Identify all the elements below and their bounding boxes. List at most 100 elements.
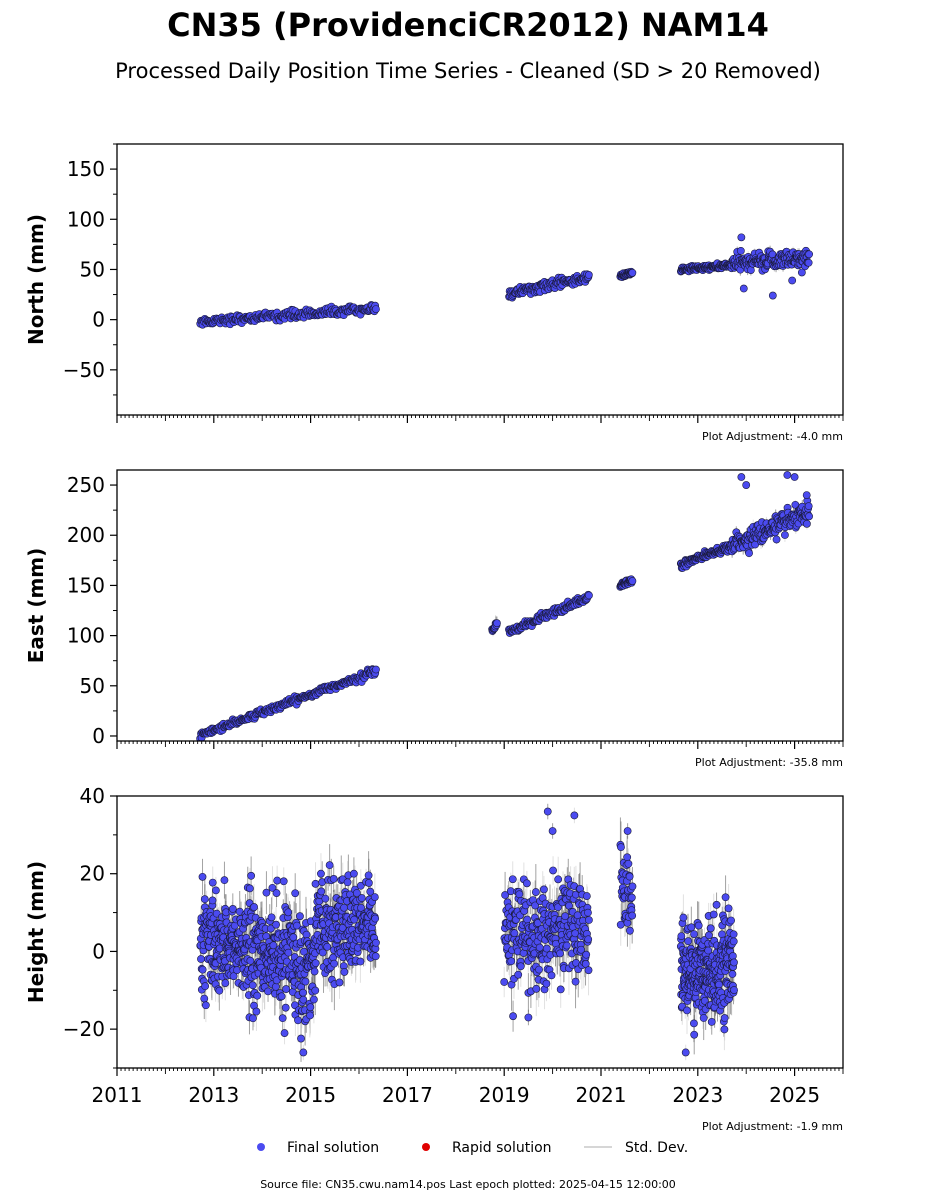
- y-axis: −50 0 50 100 150: [63, 144, 117, 395]
- data-point: [281, 1029, 288, 1036]
- data-point: [740, 285, 747, 292]
- data-point: [279, 1015, 286, 1022]
- data-point: [274, 877, 281, 884]
- data-point: [199, 966, 206, 973]
- data-point: [272, 921, 279, 928]
- data-point: [806, 251, 813, 258]
- plot-adjustment: Plot Adjustment: -35.8 mm: [695, 756, 843, 769]
- chart-title: CN35 (ProvidenciCR2012) NAM14: [167, 6, 769, 44]
- data-point: [738, 234, 745, 241]
- data-point: [268, 914, 275, 921]
- y-axis-label: East (mm): [24, 548, 48, 664]
- data-point: [202, 1002, 209, 1009]
- data-point: [253, 1008, 260, 1015]
- data-point: [216, 987, 223, 994]
- data-point: [789, 277, 796, 284]
- data-point: [294, 1017, 301, 1024]
- data-point: [769, 292, 776, 299]
- data-points: [197, 808, 738, 1056]
- data-point: [805, 503, 812, 510]
- data-point: [221, 877, 228, 884]
- data-point: [285, 949, 292, 956]
- axes-frame: [117, 144, 843, 415]
- data-point: [209, 879, 216, 886]
- data-point: [263, 889, 270, 896]
- data-points: [197, 234, 813, 329]
- y-axis-label: North (mm): [24, 214, 48, 345]
- data-point: [743, 481, 750, 488]
- data-point: [773, 536, 780, 543]
- panel-north: −50 0 50 100 150 North (mm) Plot Adjustment: -…: [24, 144, 843, 443]
- data-point: [791, 473, 798, 480]
- plot-area: [197, 471, 813, 742]
- data-point: [282, 985, 289, 992]
- y-tick-label: 50: [80, 674, 105, 698]
- data-point: [233, 967, 240, 974]
- y-tick-label: −50: [63, 358, 105, 382]
- data-point: [745, 550, 752, 557]
- data-point: [199, 873, 206, 880]
- plot-area: [197, 804, 738, 1062]
- data-point: [254, 992, 261, 999]
- y-tick-label: 150: [67, 573, 105, 597]
- data-point: [229, 905, 236, 912]
- panel-east: 0 50 100 150 200 250 East (mm) Plot Adjustment:…: [24, 470, 843, 769]
- data-point: [222, 979, 229, 986]
- data-point: [201, 995, 208, 1002]
- data-point: [249, 982, 256, 989]
- y-tick-label: 150: [67, 157, 105, 181]
- chart-subtitle: Processed Daily Position Time Series - C…: [115, 59, 821, 83]
- y-tick-label: 100: [67, 624, 105, 648]
- data-point: [803, 491, 810, 498]
- data-point: [264, 988, 271, 995]
- data-point: [280, 878, 287, 885]
- y-axis: 0 50 100 150 200 250: [67, 473, 117, 748]
- data-point: [246, 885, 253, 892]
- data-point: [737, 247, 744, 254]
- data-point: [197, 955, 204, 962]
- data-point: [781, 531, 788, 538]
- data-point: [805, 259, 812, 266]
- data-point: [372, 305, 379, 312]
- x-axis: [117, 741, 843, 749]
- y-tick-label: 0: [92, 724, 105, 748]
- data-point: [372, 666, 379, 673]
- plot-adjustment: Plot Adjustment: -4.0 mm: [702, 430, 843, 443]
- y-tick-label: 0: [92, 308, 105, 332]
- data-point: [248, 872, 255, 879]
- data-point: [273, 889, 280, 896]
- data-point: [292, 890, 299, 897]
- data-points: [197, 471, 813, 742]
- data-point: [209, 897, 216, 904]
- y-tick-label: 100: [67, 207, 105, 231]
- x-axis: [117, 415, 843, 423]
- y-tick-label: 200: [67, 523, 105, 547]
- data-point: [805, 513, 812, 520]
- y-tick-label: 250: [67, 473, 105, 497]
- data-point: [272, 983, 279, 990]
- data-point: [282, 1004, 289, 1011]
- data-point: [249, 1015, 256, 1022]
- data-point: [202, 983, 209, 990]
- data-point: [585, 271, 592, 278]
- axes-frame: [117, 470, 843, 741]
- data-point: [629, 577, 636, 584]
- data-point: [738, 473, 745, 480]
- data-point: [270, 942, 277, 949]
- data-point: [285, 909, 292, 916]
- y-tick-label: 50: [80, 257, 105, 281]
- data-point: [212, 887, 219, 894]
- data-point: [629, 269, 636, 276]
- data-point: [585, 592, 592, 599]
- data-point: [250, 903, 257, 910]
- data-point: [798, 269, 805, 276]
- plot-area: [197, 234, 813, 329]
- data-point: [278, 993, 285, 1000]
- panels: −50 0 50 100 150 North (mm) Plot Adjustment: -…: [24, 144, 843, 1133]
- data-point: [784, 471, 791, 478]
- data-point: [493, 620, 500, 627]
- data-point: [201, 896, 208, 903]
- data-point: [803, 520, 810, 527]
